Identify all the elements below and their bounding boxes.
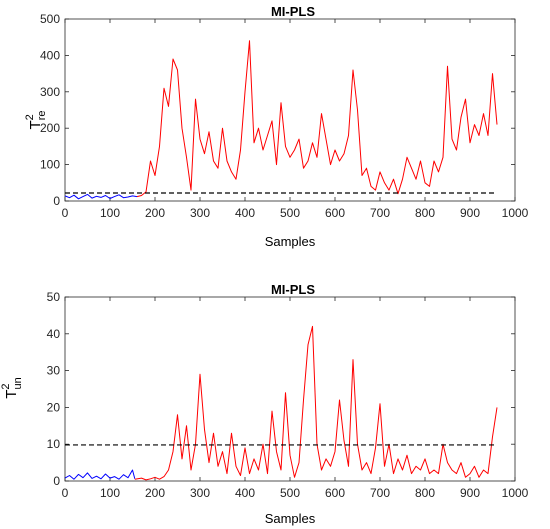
y-axis-label-sub: re <box>36 110 48 120</box>
y-tick-label: 10 <box>47 437 61 451</box>
series-line-1 <box>134 325 498 481</box>
y-tick-label: 200 <box>40 121 60 135</box>
x-tick-label: 800 <box>415 486 435 500</box>
series-line-0 <box>64 469 136 480</box>
x-tick-label: 1000 <box>502 206 529 220</box>
x-axis-label: Samples <box>265 511 316 526</box>
x-tick-label: 600 <box>325 486 345 500</box>
x-tick-label: 200 <box>145 206 165 220</box>
y-tick-label: 300 <box>40 85 60 99</box>
y-tick-label: 500 <box>40 12 60 26</box>
y-tick-label: 0 <box>53 474 60 488</box>
chart-panel-top: MI-PLS Samples T2re 0 100 200 300 400 500 600 7… <box>24 4 529 249</box>
x-tick-label: 900 <box>460 206 480 220</box>
x-tick-label: 500 <box>280 486 300 500</box>
y-axis-label-sup: 2 <box>24 114 36 120</box>
x-tick-label: 200 <box>145 486 165 500</box>
chart-panel-bottom: MI-PLS Samples T2un 0 100 200 300 400 500 600 7… <box>0 282 529 526</box>
y-tick-label: 20 <box>47 400 61 414</box>
x-tick-label: 1000 <box>502 486 529 500</box>
x-tick-label: 700 <box>370 486 390 500</box>
x-tick-label: 300 <box>190 206 210 220</box>
y-tick-label: 400 <box>40 48 60 62</box>
series-line-0 <box>64 193 138 200</box>
x-tick-label: 100 <box>100 486 120 500</box>
y-axis-label-base: T <box>27 120 44 129</box>
y-axis-label: T2un <box>0 377 24 399</box>
x-tick-label: 600 <box>325 206 345 220</box>
x-tick-label: 500 <box>280 206 300 220</box>
x-tick-label: 100 <box>100 206 120 220</box>
x-tick-label: 0 <box>62 206 69 220</box>
plot-frame <box>64 18 516 202</box>
y-tick-label: 100 <box>40 158 60 172</box>
chart-title: MI-PLS <box>271 4 315 19</box>
y-tick-label: 40 <box>47 327 61 341</box>
x-tick-label: 700 <box>370 206 390 220</box>
y-axis-label-base: T <box>3 390 20 399</box>
x-tick-label: 900 <box>460 486 480 500</box>
y-axis-label: T2re <box>24 110 48 129</box>
y-tick-label: 0 <box>53 194 60 208</box>
x-tick-label: 300 <box>190 486 210 500</box>
x-tick-label: 400 <box>235 486 255 500</box>
y-axis-label-sup: 2 <box>0 383 12 389</box>
series-line-1 <box>136 40 498 198</box>
x-tick-label: 400 <box>235 206 255 220</box>
chart-title: MI-PLS <box>271 282 315 297</box>
x-tick-label: 800 <box>415 206 435 220</box>
x-axis-label: Samples <box>265 234 316 249</box>
x-tick-label: 0 <box>62 486 69 500</box>
y-tick-label: 30 <box>47 364 61 378</box>
y-tick-label: 50 <box>47 290 61 304</box>
y-axis-label-sub: un <box>12 377 24 389</box>
